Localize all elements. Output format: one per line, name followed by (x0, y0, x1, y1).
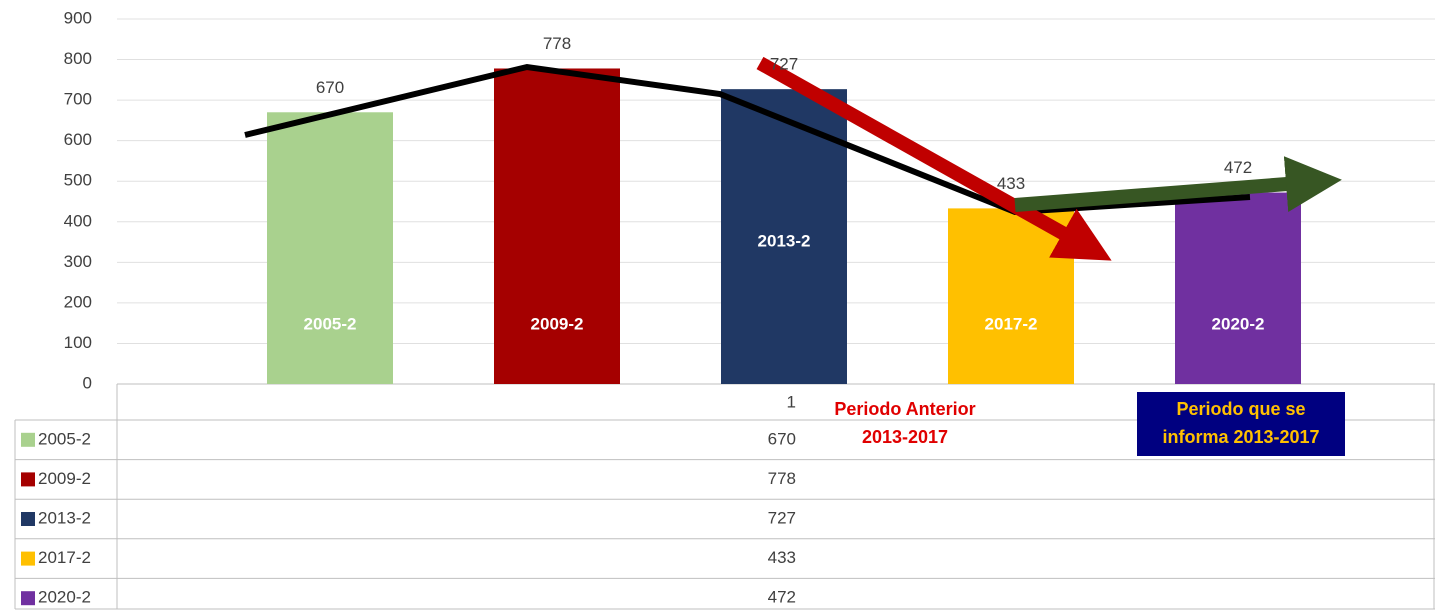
legend-key (21, 591, 35, 606)
annotation: informa 2013-2017 (1162, 427, 1319, 447)
legend-label: 2013-2 (38, 508, 91, 527)
data-label: 472 (1224, 158, 1252, 177)
annotation-box (1137, 392, 1345, 456)
y-tick-label: 100 (64, 333, 92, 352)
table-value: 670 (768, 429, 796, 448)
x-tick-label: 1 (787, 392, 796, 411)
y-tick-label: 400 (64, 211, 92, 230)
y-tick-label: 900 (64, 8, 92, 27)
bar-label: 2020-2 (1212, 314, 1265, 333)
legend-key (21, 472, 35, 487)
annotation: Periodo que se (1176, 399, 1305, 419)
data-label: 727 (770, 55, 798, 74)
annotation: Periodo Anterior (834, 399, 975, 419)
table-value: 778 (768, 469, 796, 488)
bar-label: 2009-2 (531, 314, 584, 333)
legend-key (21, 432, 35, 447)
bar-label: 2017-2 (985, 314, 1038, 333)
y-tick-label: 0 (83, 373, 92, 392)
y-tick-label: 500 (64, 171, 92, 190)
trend-line (244, 63, 1251, 216)
up-arrow (1014, 156, 1342, 212)
data-label: 670 (316, 78, 344, 97)
y-tick-label: 700 (64, 90, 92, 109)
bar (1175, 192, 1301, 384)
legend-key (21, 551, 35, 566)
annotation: 2013-2017 (862, 427, 948, 447)
bar-label: 2005-2 (304, 314, 357, 333)
y-tick-label: 200 (64, 292, 92, 311)
table-value: 727 (768, 508, 796, 527)
legend-label: 2009-2 (38, 469, 91, 488)
data-label: 778 (543, 34, 571, 53)
y-tick-label: 600 (64, 130, 92, 149)
legend-label: 2017-2 (38, 548, 91, 567)
bar (267, 112, 393, 385)
legend-label: 2020-2 (38, 588, 91, 607)
y-tick-label: 800 (64, 49, 92, 68)
bar-label: 2013-2 (758, 231, 811, 250)
bar (494, 68, 620, 384)
legend-key (21, 512, 35, 526)
table-value: 472 (768, 588, 796, 607)
legend-label: 2005-2 (38, 429, 91, 448)
y-tick-label: 300 (64, 252, 92, 271)
table-value: 433 (768, 548, 796, 567)
data-label: 433 (997, 174, 1025, 193)
